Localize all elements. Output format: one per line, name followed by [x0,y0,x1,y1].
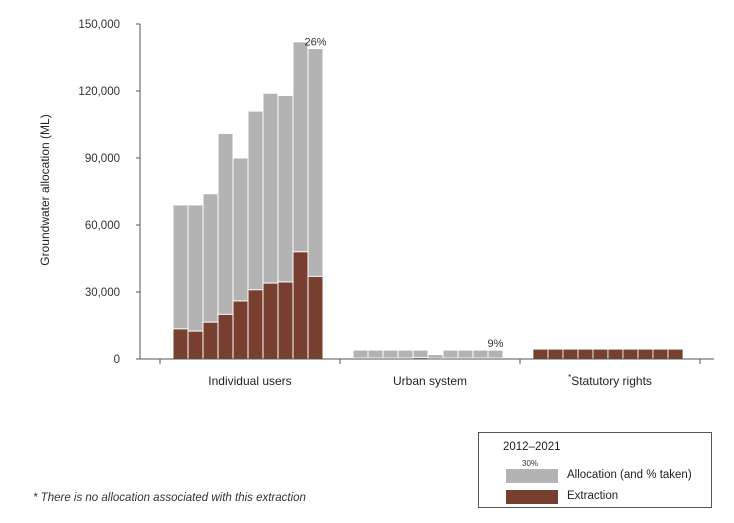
y-axis-ticks: 0 30,000 60,000 90,000 120,000 150,000 [78,19,140,366]
legend-label-extraction: Extraction [567,490,619,502]
footnote: * There is no allocation associated with… [33,492,306,504]
y-axis-label: Groundwater allocation (ML) [38,114,52,265]
bar-extraction [622,348,639,360]
bar-extraction [637,348,654,360]
bar-extraction [562,348,579,360]
legend: 2012–2021 30% Allocation (and % taken) E… [478,432,712,508]
bar-extraction [277,281,294,360]
bar-extraction [172,328,189,360]
y-tick-label: 90,000 [85,153,120,165]
legend-swatch-extraction [506,490,558,504]
bar-extraction [547,348,564,360]
axes [139,24,714,364]
bar-extraction [532,348,549,360]
bar-extraction [202,321,219,360]
bar-extraction [577,348,594,360]
bar-extraction [652,348,669,360]
percent-label: 9% [488,338,504,350]
category-labels: Individual users Urban system *Statutory r… [208,373,652,388]
bar-extraction [292,251,309,360]
legend-swatch-allocation [506,469,558,483]
percent-label: 26% [304,37,326,49]
category-label: *Statutory rights [568,373,652,388]
legend-label-allocation: Allocation (and % taken) [567,469,692,481]
y-tick-label: 60,000 [85,220,120,232]
y-tick-label: 0 [114,354,120,366]
bar-extraction [217,313,234,360]
y-tick-label: 120,000 [78,86,120,98]
y-tick-label: 150,000 [78,19,120,31]
legend-sample-percent: 30% [522,459,539,468]
legend-title: 2012–2021 [503,441,561,453]
percent-labels: 26% 9% [304,37,503,351]
bar-extraction [247,289,264,360]
category-label: Urban system [393,374,467,388]
y-tick-label: 30,000 [85,287,120,299]
bar-extraction [607,348,624,360]
bar-extraction [667,348,684,360]
bar-extraction [232,300,249,360]
bars [172,41,684,360]
bar-extraction [307,275,324,360]
bar-extraction [592,348,609,360]
bar-extraction [262,282,279,360]
category-label: Individual users [208,374,291,388]
bar-extraction [187,330,204,360]
